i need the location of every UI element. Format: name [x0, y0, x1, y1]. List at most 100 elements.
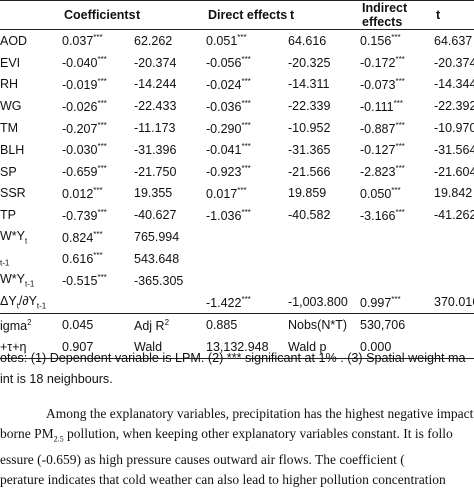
coefficient-cell: 0.037*** [62, 30, 134, 52]
t-cell-value: 19.355 [134, 186, 173, 201]
row-label-text: WG [0, 99, 22, 114]
stat-value: 0.907 [62, 336, 134, 358]
stat-name: Wald p [288, 336, 360, 358]
stat-name: Nobs(N*T) [288, 314, 360, 336]
row-label: W*Yt-1 [0, 270, 62, 292]
row-label: ΔYt/∂Yt-1 [0, 292, 62, 314]
t-cell-value: -40.627 [134, 208, 177, 223]
stat-value-value: 13,132.948 [206, 340, 269, 355]
t-cell: 370.016 [434, 292, 474, 314]
row-label-text: BLH [0, 142, 25, 157]
t-cell-value: -41.262 [434, 208, 474, 223]
t-cell: -20.325 [288, 52, 360, 74]
stat-value-value: 530,706 [360, 318, 406, 333]
coefficient-cell: -0.515*** [62, 270, 134, 292]
t-cell: 64.637 [434, 30, 474, 52]
direct-effect-cell: 0.051*** [206, 30, 288, 52]
t-cell-value: 19.859 [288, 186, 327, 201]
regression-results-table: Coefficients t Direct effects t Indirect… [0, 0, 474, 359]
indirect-effect-cell-value: 0.997 [360, 295, 392, 310]
indirect-effect-cell: -0.887*** [360, 117, 434, 139]
significance-stars: *** [241, 164, 251, 174]
t-cell: -40.582 [288, 204, 360, 226]
stat-name-value: Nobs(N*T) [288, 318, 348, 333]
row-label: EVI [0, 52, 62, 74]
row-label-text: SP [0, 164, 17, 179]
significance-stars: *** [241, 294, 251, 304]
table-header-row: Coefficients t Direct effects t Indirect… [0, 0, 474, 30]
coefficient-cell-value: -0.030 [62, 143, 98, 158]
row-label: SSR [0, 183, 62, 205]
indirect-effect-cell: -0.172*** [360, 52, 434, 74]
t-cell-value: -14.311 [288, 77, 330, 92]
indirect-effect-cell [360, 226, 434, 248]
coefficient-cell-value: -0.019 [62, 77, 98, 92]
significance-stars: *** [241, 55, 251, 65]
stat-value-value: 0.000 [360, 340, 392, 355]
significance-stars: *** [97, 55, 107, 65]
t-cell: -10.970 [434, 117, 474, 139]
t-cell: -22.433 [134, 95, 206, 117]
t-cell-value: -31.396 [134, 142, 177, 157]
t-cell-value: -21.750 [134, 164, 177, 179]
header-indirect-effects: Indirect effects [362, 1, 408, 29]
indirect-effect-cell: -2.823*** [360, 161, 434, 183]
indirect-effect-cell-value: -0.887 [360, 121, 396, 136]
t-cell-value: -365.305 [134, 273, 184, 288]
row-label-text: W*Y [0, 228, 25, 243]
t-cell: -14.244 [134, 74, 206, 96]
significance-stars: *** [93, 33, 103, 43]
row-label-subscript: t-1 [0, 258, 10, 268]
row-label-text: RH [0, 77, 19, 92]
t-cell: -14.311 [288, 74, 360, 96]
direct-effect-cell: -0.041*** [206, 139, 288, 161]
coefficient-cell: -0.739*** [62, 204, 134, 226]
t-cell: 543.648 [134, 248, 206, 270]
table-row: W*Yt 0.824*** 765.994 [0, 226, 474, 248]
table-row: EVI -0.040*** -20.374 -0.056*** -20.325 -0.17… [0, 52, 474, 74]
coefficient-cell: -0.659*** [62, 161, 134, 183]
stat-value: 13,132.948 [206, 336, 288, 358]
indirect-effect-cell: -3.166*** [360, 204, 434, 226]
significance-stars: *** [93, 251, 103, 261]
indirect-effect-cell-value: -3.166 [360, 208, 396, 223]
t-cell: -21.566 [288, 161, 360, 183]
indirect-effect-cell: 0.156*** [360, 30, 434, 52]
t-cell-value: -22.433 [134, 99, 177, 114]
direct-effect-cell-value: -0.036 [206, 99, 242, 114]
coefficient-cell-value: 0.616 [62, 252, 94, 267]
significance-stars: *** [395, 76, 405, 86]
row-label-text: ΔY [0, 294, 17, 309]
t-cell: -20.374 [134, 52, 206, 74]
coefficient-cell-value: 0.824 [62, 230, 94, 245]
body-line: Among the explanatory variables, precipi… [46, 406, 474, 421]
direct-effect-cell-value: -1.036 [206, 208, 242, 223]
header-t: t [290, 8, 295, 22]
t-cell: 62.262 [134, 30, 206, 52]
indirect-effect-cell: -0.111*** [360, 95, 434, 117]
significance-stars: *** [97, 142, 107, 152]
coefficient-cell: 0.616*** [62, 248, 134, 270]
stat-value-value: 0.907 [62, 340, 94, 355]
body-text: borne PM [0, 426, 54, 441]
coefficient-cell: -0.207*** [62, 117, 134, 139]
indirect-effect-cell-value: -0.127 [360, 143, 396, 158]
body-line: perature indicates that cold weather can… [0, 471, 446, 487]
row-label: WG [0, 95, 62, 117]
t-cell: -31.365 [288, 139, 360, 161]
significance-stars: *** [237, 33, 247, 43]
t-cell-value: -21.566 [288, 164, 331, 179]
row-label: RH [0, 74, 62, 96]
direct-effect-cell-value: -0.923 [206, 165, 242, 180]
t-cell [288, 226, 360, 248]
t-cell: -41.262 [434, 204, 474, 226]
coefficient-cell-value: -0.207 [62, 121, 98, 136]
header-direct-effects: Direct effects [208, 8, 288, 22]
stat-name-superscript: 2 [164, 317, 170, 327]
coefficient-cell-value: -0.739 [62, 208, 98, 223]
direct-effect-cell: -1.036*** [206, 204, 288, 226]
t-cell-value: -20.374 [134, 55, 177, 70]
indirect-effect-cell: -0.073*** [360, 74, 434, 96]
coefficient-cell: 0.012*** [62, 183, 134, 205]
t-cell [434, 226, 474, 248]
